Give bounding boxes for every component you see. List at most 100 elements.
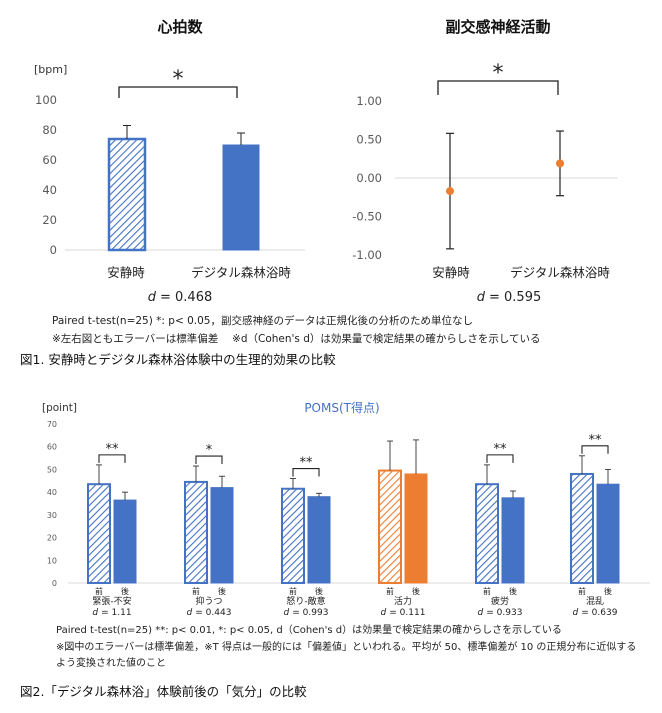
parasympathetic-sig-star: * bbox=[493, 61, 504, 86]
fig2-note-1: Paired t-test(n=25) **: p< 0.01, *: p< 0… bbox=[56, 625, 562, 636]
poms-sig-stars: ** bbox=[494, 442, 508, 457]
fig2-caption: 図2.「デジタル森林浴」体験前後の「気分」の比較 bbox=[20, 684, 307, 699]
poms-ytick-label: 10 bbox=[47, 556, 57, 565]
poms-ytick-label: 0 bbox=[52, 579, 57, 588]
poms-d-value: = 0.933 bbox=[486, 608, 522, 618]
heart-rate-significance: * bbox=[118, 67, 238, 98]
poms-sig-stars: * bbox=[206, 443, 213, 458]
poms-bar-post bbox=[501, 497, 525, 584]
parasympathetic-d-label: d bbox=[477, 290, 486, 305]
poms-chart: POMS(T得点) [point] 0 10 20 30 40 50 60 70 ** 前 後緊張… bbox=[42, 400, 650, 618]
poms-pre-label: 前 bbox=[578, 586, 586, 596]
fig2-note-2: ※図中のエラーバーは標準偏差，※T 得点は一般的には「偏差値」といわれる。平均が… bbox=[56, 642, 637, 653]
poms-post-label: 後 bbox=[412, 586, 420, 596]
heart-rate-cat-0: 安静時 bbox=[107, 265, 145, 280]
poms-effect-size: d = 0.993 bbox=[284, 608, 329, 618]
poms-d-label: d bbox=[187, 608, 193, 618]
poms-sig-bracket bbox=[486, 454, 514, 463]
poms-group-name: 抑うつ bbox=[195, 595, 222, 607]
poms-d-value: = 0.443 bbox=[195, 608, 231, 618]
poms-d-label: d bbox=[381, 608, 387, 618]
heart-rate-ytick-label: 80 bbox=[42, 123, 57, 137]
fig1-note-2: ※左右図ともエラーバーは標準偏差 ※d（Cohen's d）は効果量で検定結果の… bbox=[52, 333, 541, 345]
poms-sig-bracket bbox=[195, 455, 223, 465]
heart-rate-ytick-label: 60 bbox=[42, 153, 57, 167]
parasympathetic-points bbox=[446, 130, 564, 250]
poms-post-label: 後 bbox=[121, 586, 129, 596]
parasympathetic-ytick-label: 0.50 bbox=[356, 133, 382, 147]
poms-y-ticks: 0 10 20 30 40 50 60 70 bbox=[47, 420, 57, 588]
poms-ytick-label: 20 bbox=[47, 534, 57, 543]
poms-pre-label: 前 bbox=[192, 586, 200, 596]
poms-sig-stars: ** bbox=[106, 442, 120, 457]
heart-rate-sig-bracket bbox=[118, 86, 238, 98]
poms-pre-label: 前 bbox=[289, 586, 297, 596]
heart-rate-ytick-label: 40 bbox=[42, 183, 57, 197]
poms-bar-post bbox=[307, 496, 331, 584]
poms-bar-pre bbox=[184, 480, 208, 584]
parasympathetic-ytick-label: -0.50 bbox=[352, 210, 382, 224]
poms-bar-pre bbox=[475, 483, 499, 585]
poms-pre-label: 前 bbox=[386, 586, 394, 596]
parasympathetic-y-ticks: 1.00 0.50 0.00 -0.50 -1.00 bbox=[352, 94, 382, 262]
heart-rate-sig-star: * bbox=[173, 67, 184, 92]
heart-rate-ytick-label: 20 bbox=[42, 213, 57, 227]
poms-post-label: 後 bbox=[315, 586, 323, 596]
poms-bar-post bbox=[404, 473, 428, 584]
parasympathetic-ytick-label: 0.00 bbox=[356, 171, 382, 185]
parasympathetic-point-forest bbox=[556, 159, 564, 168]
poms-bar-pre bbox=[281, 487, 305, 584]
poms-effect-size: d = 0.443 bbox=[187, 608, 232, 618]
poms-effect-size: d = 0.111 bbox=[381, 608, 426, 618]
poms-ytick-label: 60 bbox=[47, 443, 57, 452]
poms-ytick-label: 30 bbox=[47, 511, 57, 520]
parasympathetic-title: 副交感神経活動 bbox=[445, 18, 550, 36]
parasympathetic-ytick-label: 1.00 bbox=[356, 94, 382, 108]
poms-sig-bracket bbox=[98, 454, 126, 463]
poms-bar-pre bbox=[378, 469, 402, 585]
parasympathetic-chart: 副交感神経活動 1.00 0.50 0.00 -0.50 -1.00 * 安静時 デジタ… bbox=[352, 18, 618, 305]
heart-rate-bars bbox=[107, 125, 260, 252]
poms-title: POMS(T得点) bbox=[304, 400, 379, 415]
poms-bar-post bbox=[113, 499, 137, 584]
poms-pre-label: 前 bbox=[483, 586, 491, 596]
poms-effect-size: d = 0.933 bbox=[478, 608, 523, 618]
fig1-caption: 図1. 安静時とデジタル森林浴体験中の生理的効果の比較 bbox=[20, 352, 336, 367]
fig1-note-1: Paired t-test(n=25) *: p< 0.05，副交感神経のデータ… bbox=[52, 315, 473, 327]
poms-group-name: 混乱 bbox=[586, 596, 604, 607]
parasympathetic-effect-size: d = 0.595 bbox=[477, 290, 542, 305]
poms-ytick-label: 40 bbox=[47, 488, 57, 497]
parasympathetic-ytick-label: -1.00 bbox=[352, 248, 382, 262]
heart-rate-unit: [bpm] bbox=[34, 63, 67, 76]
parasympathetic-point-rest bbox=[446, 187, 454, 196]
heart-rate-chart: 心拍数 [bpm] 0 20 40 60 80 100 * 安静時 デジタル森林浴時 d =… bbox=[34, 18, 305, 305]
poms-d-value: = 0.639 bbox=[581, 608, 617, 618]
poms-bar-pre bbox=[570, 472, 594, 585]
poms-ytick-label: 50 bbox=[47, 465, 57, 474]
heart-rate-effect-size: d = 0.468 bbox=[148, 290, 213, 305]
poms-sig-stars: ** bbox=[589, 433, 603, 448]
poms-d-label: d bbox=[284, 608, 290, 618]
poms-unit: [point] bbox=[42, 402, 77, 414]
poms-sig-bracket bbox=[292, 467, 320, 477]
poms-bar-post bbox=[210, 487, 234, 584]
poms-group-name: 緊張-不安 bbox=[92, 595, 131, 607]
poms-d-label: d bbox=[92, 608, 98, 618]
heart-rate-ytick-label: 0 bbox=[50, 243, 57, 257]
parasympathetic-cat-1: デジタル森林浴時 bbox=[510, 265, 610, 280]
parasympathetic-sig-bracket bbox=[437, 80, 559, 95]
poms-d-label: d bbox=[478, 608, 484, 618]
heart-rate-bar-forest bbox=[222, 144, 260, 251]
poms-sig-bracket bbox=[581, 445, 609, 454]
heart-rate-cat-1: デジタル森林浴時 bbox=[191, 265, 291, 280]
heart-rate-bar-rest bbox=[107, 137, 147, 252]
poms-d-value: = 1.11 bbox=[101, 608, 131, 618]
poms-d-value: = 0.993 bbox=[292, 608, 328, 618]
parasympathetic-significance: * bbox=[437, 61, 559, 95]
poms-effect-size: d = 0.639 bbox=[573, 608, 618, 618]
heart-rate-d-label: d bbox=[148, 290, 157, 305]
poms-sig-stars: ** bbox=[300, 456, 314, 471]
poms-ytick-label: 70 bbox=[47, 420, 57, 429]
poms-post-label: 後 bbox=[604, 586, 612, 596]
